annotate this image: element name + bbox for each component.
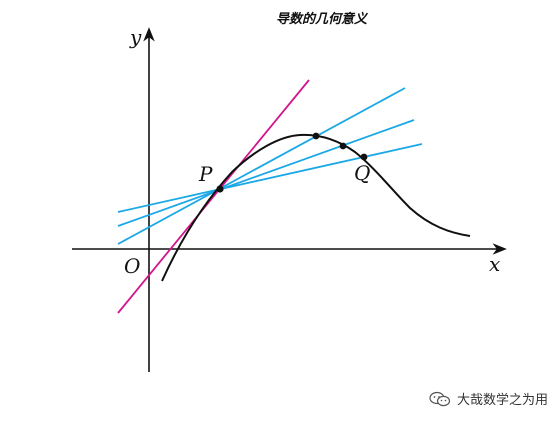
- secant-line-far: [117, 87, 406, 245]
- watermark-text: 大哉数学之为用: [456, 393, 548, 408]
- origin-label: O: [124, 254, 140, 278]
- point-p-label: P: [198, 162, 213, 186]
- point-q-label: Q: [354, 161, 370, 185]
- wechat-icon: [429, 391, 451, 406]
- function-curve: [161, 133, 471, 282]
- diagram-title: 导数的几何意义: [276, 12, 368, 27]
- secant-line-near: [117, 143, 423, 213]
- y-axis-label: y: [129, 25, 142, 49]
- point-p: [216, 185, 224, 193]
- point-q: [360, 153, 368, 161]
- x-axis-label: x: [489, 252, 500, 276]
- secant-line-mid: [117, 119, 415, 227]
- watermark: 大哉数学之为用: [429, 389, 548, 408]
- tangent-line: [117, 79, 310, 314]
- point-far: [312, 132, 320, 140]
- point-mid: [339, 142, 347, 150]
